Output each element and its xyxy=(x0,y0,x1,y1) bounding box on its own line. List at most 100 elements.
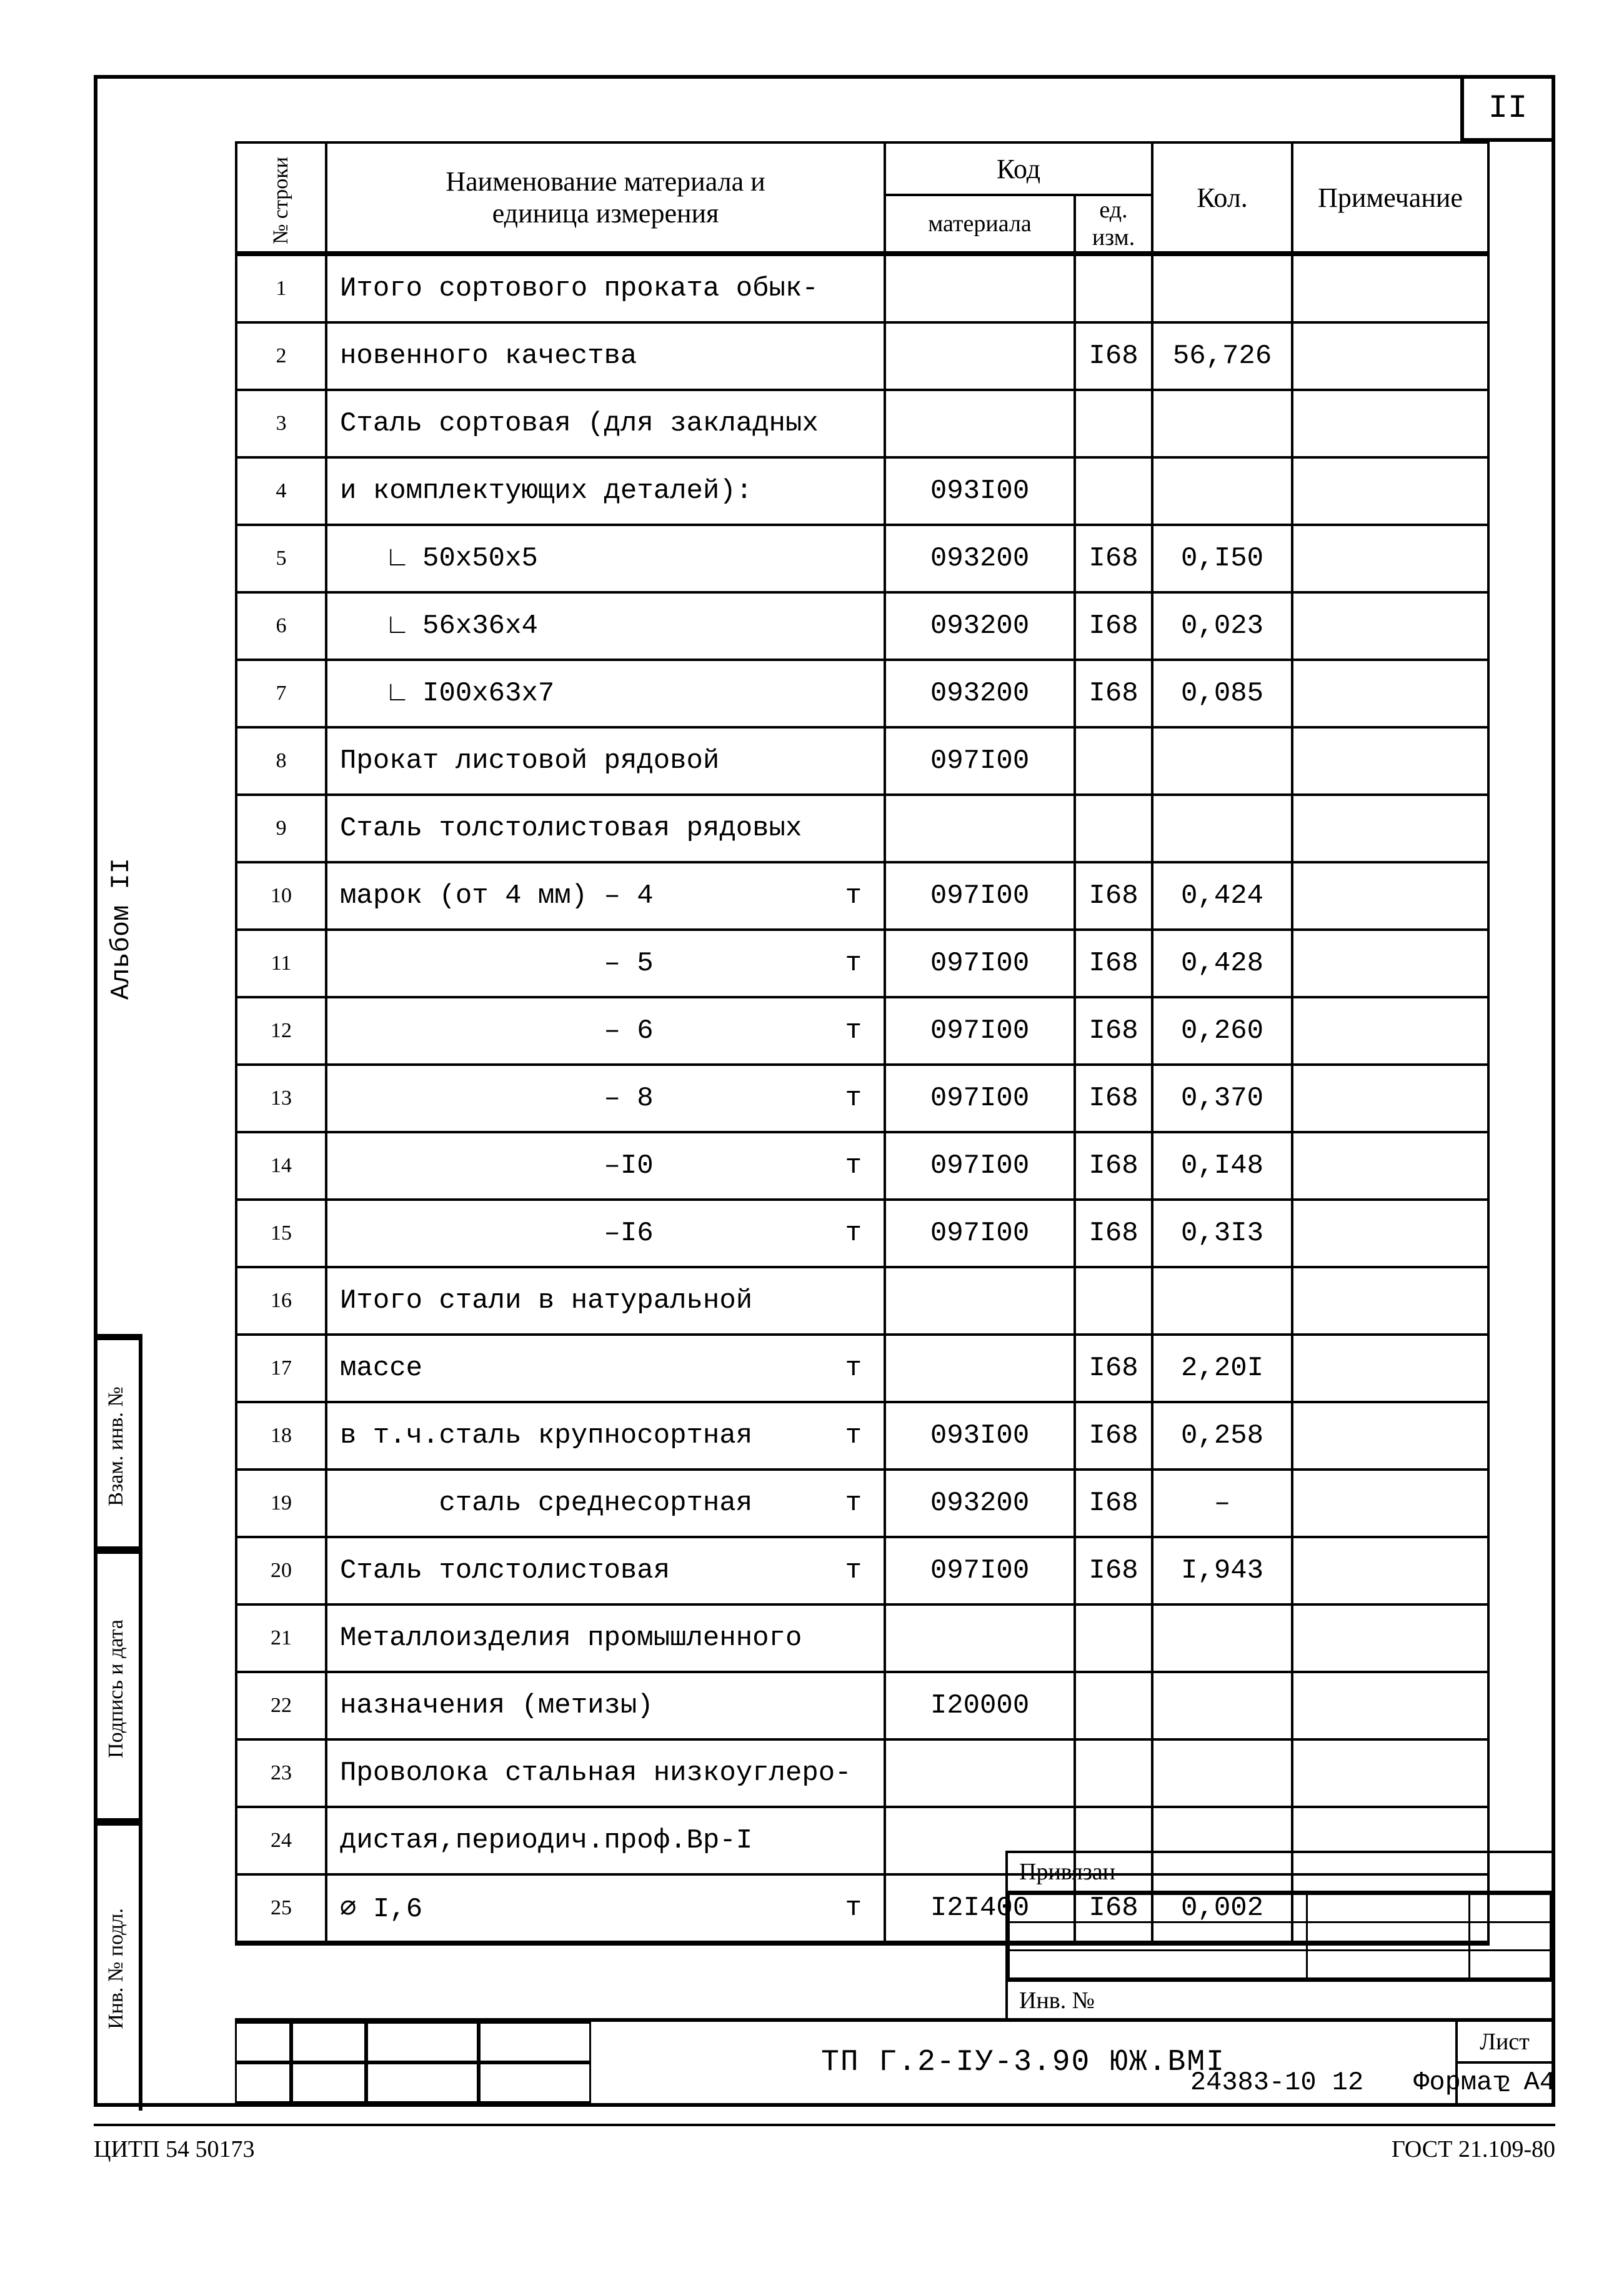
uom-code: I68 xyxy=(1075,1537,1152,1604)
material-code xyxy=(885,390,1075,457)
material-code: 093I00 xyxy=(885,457,1075,525)
material-name: Сталь толстолистоваят xyxy=(326,1537,885,1604)
uom-code xyxy=(1075,1267,1152,1335)
note xyxy=(1292,1537,1488,1604)
table-row: 16Итого стали в натуральной xyxy=(236,1267,1488,1335)
quantity xyxy=(1152,390,1292,457)
material-name: – 8т xyxy=(326,1065,885,1132)
uom-code: I68 xyxy=(1075,1470,1152,1537)
material-name: – 5т xyxy=(326,930,885,997)
material-name: массет xyxy=(326,1335,885,1402)
row-number: 8 xyxy=(236,727,326,795)
quantity: – xyxy=(1152,1470,1292,1537)
material-code: 093I00 xyxy=(885,1402,1075,1470)
table-row: 6 ∟ 56х36х4093200I680,023 xyxy=(236,592,1488,660)
material-code: 097I00 xyxy=(885,1200,1075,1267)
binding-inv: Инв. № xyxy=(1008,1979,1552,2019)
material-code xyxy=(885,1267,1075,1335)
binding-block: Привязан Инв. № xyxy=(1005,1851,1552,2022)
table-row: 15 –I6т097I00I680,3I3 xyxy=(236,1200,1488,1267)
note xyxy=(1292,727,1488,795)
material-code: 097I00 xyxy=(885,1537,1075,1604)
quantity: I,943 xyxy=(1152,1537,1292,1604)
quantity: 0,370 xyxy=(1152,1065,1292,1132)
table-row: 2новенного качестваI6856,726 xyxy=(236,322,1488,390)
note xyxy=(1292,254,1488,322)
row-number: 6 xyxy=(236,592,326,660)
material-code: 097I00 xyxy=(885,1132,1075,1200)
binding-grid xyxy=(1008,1893,1552,1979)
quantity: 2,20I xyxy=(1152,1335,1292,1402)
material-code: 093200 xyxy=(885,660,1075,727)
row-number: 7 xyxy=(236,660,326,727)
material-code xyxy=(885,795,1075,862)
material-name: ∟ 56х36х4 xyxy=(326,592,885,660)
uom-code xyxy=(1075,1604,1152,1672)
note xyxy=(1292,1132,1488,1200)
row-number: 12 xyxy=(236,997,326,1065)
material-code xyxy=(885,254,1075,322)
uom-code: I68 xyxy=(1075,1132,1152,1200)
material-name: Металлоизделия промышленного xyxy=(326,1604,885,1672)
uom-code: I68 xyxy=(1075,322,1152,390)
table-row: 4и комплектующих деталей):093I00 xyxy=(236,457,1488,525)
note xyxy=(1292,997,1488,1065)
uom-code xyxy=(1075,1739,1152,1807)
under-footer: 24383-10 12 Формат А4 xyxy=(94,2067,1555,2097)
note xyxy=(1292,1267,1488,1335)
table-row: 23Проволока стальная низкоуглеро- xyxy=(236,1739,1488,1807)
table-row: 7 ∟ I00х63х7093200I680,085 xyxy=(236,660,1488,727)
hdr-row-no: № строки xyxy=(236,142,326,254)
material-code: I20000 xyxy=(885,1672,1075,1739)
quantity xyxy=(1152,727,1292,795)
material-code: 097I00 xyxy=(885,727,1075,795)
row-number: 21 xyxy=(236,1604,326,1672)
binding-header: Привязан xyxy=(1008,1853,1552,1893)
quantity xyxy=(1152,1739,1292,1807)
note xyxy=(1292,525,1488,592)
row-number: 15 xyxy=(236,1200,326,1267)
uom-code: I68 xyxy=(1075,930,1152,997)
row-number: 24 xyxy=(236,1807,326,1874)
uom-code xyxy=(1075,795,1152,862)
hdr-name: Наименование материала и единица измерен… xyxy=(326,142,885,254)
uom-code xyxy=(1075,1672,1152,1739)
note xyxy=(1292,592,1488,660)
row-number: 13 xyxy=(236,1065,326,1132)
quantity: 0,424 xyxy=(1152,862,1292,930)
uom-code: I68 xyxy=(1075,660,1152,727)
quantity xyxy=(1152,457,1292,525)
side-sign: Подпись и дата xyxy=(94,1546,142,1826)
page-number: II xyxy=(1460,75,1552,142)
side-vzam: Взам. инв. № xyxy=(94,1334,142,1554)
material-code xyxy=(885,1335,1075,1402)
row-number: 3 xyxy=(236,390,326,457)
table-row: 12 – 6т097I00I680,260 xyxy=(236,997,1488,1065)
row-number: 23 xyxy=(236,1739,326,1807)
note xyxy=(1292,457,1488,525)
material-code: 093200 xyxy=(885,525,1075,592)
quantity xyxy=(1152,1672,1292,1739)
material-name: ∟ I00х63х7 xyxy=(326,660,885,727)
table-row: 10марок (от 4 мм) – 4т097I00I680,424 xyxy=(236,862,1488,930)
materials-table: № строки Наименование материала и единиц… xyxy=(235,141,1490,1946)
quantity xyxy=(1152,1267,1292,1335)
material-code: 093200 xyxy=(885,1470,1075,1537)
material-name: – 6т xyxy=(326,997,885,1065)
uom-code xyxy=(1075,390,1152,457)
quantity xyxy=(1152,254,1292,322)
material-code: 097I00 xyxy=(885,997,1075,1065)
material-name: ∟ 50х50х5 xyxy=(326,525,885,592)
material-name: новенного качества xyxy=(326,322,885,390)
quantity: 0,I50 xyxy=(1152,525,1292,592)
row-number: 5 xyxy=(236,525,326,592)
quantity xyxy=(1152,1604,1292,1672)
material-code: 097I00 xyxy=(885,862,1075,930)
material-name: Сталь сортовая (для закладных xyxy=(326,390,885,457)
table-row: 18в т.ч.сталь крупносортнаят093I00I680,2… xyxy=(236,1402,1488,1470)
row-number: 22 xyxy=(236,1672,326,1739)
uom-code: I68 xyxy=(1075,1402,1152,1470)
note xyxy=(1292,1200,1488,1267)
material-name: сталь среднесортнаят xyxy=(326,1470,885,1537)
quantity: 0,I48 xyxy=(1152,1132,1292,1200)
